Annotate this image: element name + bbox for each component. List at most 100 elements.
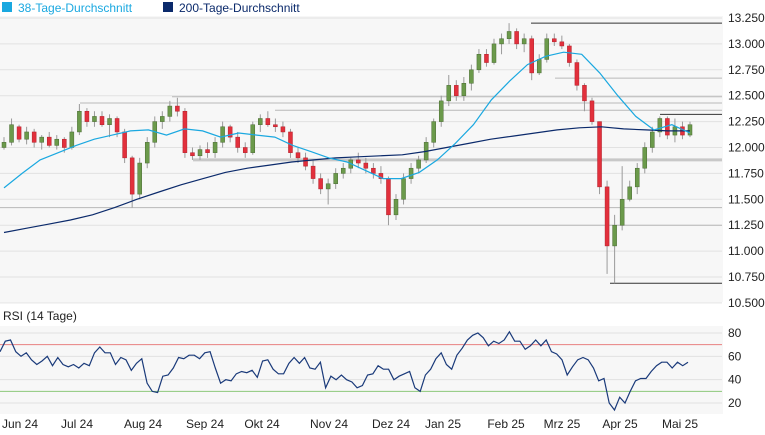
x-tick-label: Sep 24 bbox=[186, 417, 224, 430]
x-tick-label: Aug 24 bbox=[124, 417, 162, 430]
legend-label-ma38: 38-Tage-Durchschnitt bbox=[18, 1, 133, 15]
candle-up bbox=[521, 38, 527, 45]
price-tick-label: 12.250 bbox=[728, 115, 765, 129]
candle-up bbox=[469, 69, 474, 84]
rsi-tick-label: 60 bbox=[728, 349, 742, 363]
candle-down bbox=[280, 126, 286, 133]
candle-down bbox=[235, 136, 240, 148]
candle-down bbox=[114, 118, 120, 133]
candle-down bbox=[514, 31, 519, 45]
candle-down bbox=[371, 167, 376, 174]
candle-down bbox=[227, 126, 233, 138]
candle-down bbox=[190, 152, 195, 157]
rsi-tick-label: 20 bbox=[728, 396, 742, 410]
candle-down bbox=[484, 54, 489, 63]
legend-swatch-ma200 bbox=[163, 2, 173, 12]
candle-up bbox=[1, 142, 7, 148]
x-tick-label: Feb 25 bbox=[487, 417, 525, 430]
candle-up bbox=[438, 100, 444, 122]
x-tick-label: Jul 24 bbox=[61, 417, 93, 430]
candle-up bbox=[24, 131, 29, 140]
candles bbox=[1, 23, 693, 284]
candle-down bbox=[604, 186, 610, 247]
price-tick-label: 12.500 bbox=[728, 89, 765, 103]
candle-up bbox=[393, 199, 399, 216]
candle-down bbox=[529, 38, 534, 74]
x-tick-label: Mai 25 bbox=[662, 417, 698, 430]
candle-up bbox=[627, 186, 632, 200]
candle-down bbox=[46, 136, 52, 146]
x-tick-label: Apr 25 bbox=[602, 417, 638, 430]
candle-down bbox=[363, 162, 369, 169]
price-tick-label: 12.750 bbox=[728, 63, 765, 77]
candle-up bbox=[54, 138, 60, 146]
candle-down bbox=[386, 178, 391, 216]
rsi-axis: 80 60 40 20 bbox=[728, 326, 742, 410]
candle-down bbox=[318, 178, 323, 190]
candle-up bbox=[340, 167, 346, 174]
candle-down bbox=[62, 138, 67, 148]
candle-up bbox=[687, 124, 693, 136]
candle-up bbox=[167, 105, 173, 117]
rsi-line-group bbox=[0, 330, 689, 412]
candle-up bbox=[77, 110, 82, 133]
candle-down bbox=[242, 147, 248, 153]
candle-up bbox=[642, 147, 648, 169]
rsi-title: RSI (14 Tage) bbox=[3, 309, 77, 323]
price-tick-label: 11.250 bbox=[728, 218, 764, 232]
candle-down bbox=[16, 126, 22, 140]
price-tick-label: 12.000 bbox=[728, 141, 765, 155]
candle-up bbox=[9, 124, 14, 143]
candle-up bbox=[137, 162, 142, 195]
candle-down bbox=[295, 152, 301, 159]
candle-up bbox=[506, 31, 512, 39]
x-tick-label: Mrz 25 bbox=[544, 417, 581, 430]
candle-up bbox=[536, 59, 542, 74]
candle-down bbox=[129, 157, 135, 195]
rsi-tick-label: 80 bbox=[728, 326, 742, 340]
price-tick-label: 11.750 bbox=[728, 166, 764, 180]
candle-up bbox=[39, 136, 44, 143]
candle-up bbox=[491, 43, 497, 63]
candle-up bbox=[401, 178, 406, 200]
candle-up bbox=[461, 83, 467, 96]
candle-up bbox=[92, 116, 97, 122]
price-grid bbox=[0, 17, 722, 304]
x-tick-label: Okt 24 bbox=[244, 417, 280, 430]
candle-down bbox=[205, 149, 210, 153]
candle-up bbox=[333, 173, 338, 185]
candle-down bbox=[122, 131, 127, 159]
rsi-plot-background bbox=[0, 326, 723, 414]
candle-down bbox=[84, 110, 90, 122]
candle-down bbox=[582, 85, 587, 102]
time-axis: Jun 24 Jul 24 Aug 24 Sep 24 Okt 24 Nov 24 Dez … bbox=[2, 417, 698, 431]
rsi-grid bbox=[0, 332, 722, 404]
candle-up bbox=[657, 118, 663, 133]
candle-down bbox=[99, 116, 105, 125]
candle-up bbox=[416, 159, 421, 169]
candle-down bbox=[310, 165, 316, 179]
candle-down bbox=[356, 159, 361, 164]
candle-down bbox=[567, 45, 572, 63]
candle-up bbox=[650, 131, 655, 148]
candle-down bbox=[175, 105, 180, 112]
candle-up bbox=[544, 38, 550, 60]
candle-up bbox=[499, 38, 504, 45]
rsi-line bbox=[0, 330, 689, 412]
x-tick-label: Jan 25 bbox=[425, 417, 461, 430]
candle-down bbox=[589, 100, 595, 122]
candle-up bbox=[160, 116, 165, 122]
candle-up bbox=[634, 167, 640, 188]
candle-down bbox=[182, 110, 188, 153]
candle-down bbox=[574, 62, 580, 86]
price-tick-label: 10.500 bbox=[728, 296, 765, 310]
candle-up bbox=[476, 54, 482, 71]
moving-averages bbox=[3, 51, 691, 234]
candle-down bbox=[273, 124, 278, 128]
legend-label-ma200: 200-Tage-Durchschnitt bbox=[179, 1, 300, 15]
price-axis: 13.250 13.000 12.750 12.500 12.250 12.000 11.7… bbox=[728, 11, 765, 310]
candle-down bbox=[31, 131, 37, 143]
candle-up bbox=[144, 142, 150, 164]
candle-up bbox=[107, 118, 112, 125]
